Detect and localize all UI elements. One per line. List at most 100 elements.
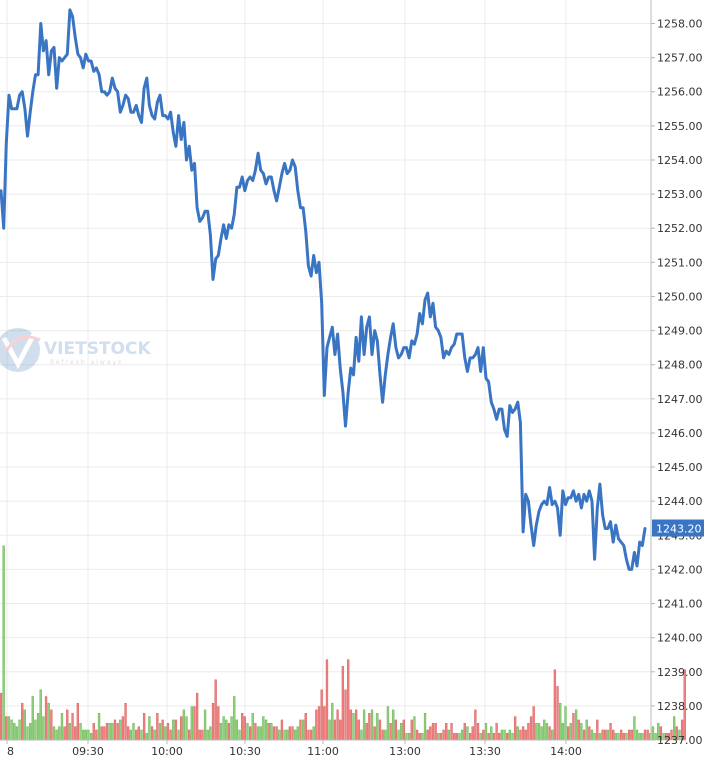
volume-bar	[315, 709, 318, 741]
volume-bar	[21, 702, 24, 741]
volume-bar	[683, 669, 686, 741]
volume-bar	[437, 733, 440, 741]
volume-bar	[598, 733, 602, 741]
volume-bar	[365, 723, 368, 741]
volume-bar	[349, 709, 352, 741]
volume-bar	[180, 716, 183, 741]
volume-bar	[476, 723, 480, 741]
volume-bar	[415, 729, 419, 741]
volume-bar	[630, 729, 633, 741]
price-tick-label: 1239.00	[657, 666, 703, 679]
volume-bar	[283, 729, 286, 741]
volume-bar	[535, 723, 538, 741]
volume-bar	[52, 726, 56, 741]
price-tick-label: 1253.00	[657, 188, 703, 201]
volume-bar	[362, 709, 366, 741]
volume-bar	[378, 719, 382, 741]
volume-bar	[7, 716, 11, 741]
volume-bar	[596, 719, 599, 741]
volume-bar	[58, 726, 61, 741]
volume-bar	[307, 729, 310, 741]
volume-bar	[76, 702, 80, 741]
volume-bar	[453, 733, 456, 741]
volume-bar	[158, 723, 162, 741]
volume-bar	[543, 719, 546, 741]
volume-bar	[659, 726, 663, 741]
volume-bar	[667, 733, 671, 741]
volume-bar	[177, 729, 180, 741]
volume-bar	[259, 726, 262, 741]
volume-bar	[92, 723, 95, 741]
volume-bar	[26, 726, 29, 741]
volume-bar	[201, 729, 204, 741]
last-price-label: 1243.20	[656, 523, 702, 536]
volume-bar	[241, 713, 244, 741]
volume-bar	[421, 733, 424, 741]
volume-bar	[495, 723, 498, 741]
volume-bar	[246, 723, 249, 741]
volume-bar	[529, 716, 533, 741]
volume-bar	[235, 719, 239, 741]
volume-bar	[548, 726, 551, 741]
volume-bar	[643, 729, 647, 741]
volume-bar	[156, 713, 159, 741]
volume-bar	[410, 719, 413, 741]
volume-bar	[384, 729, 387, 741]
volume-bar	[2, 545, 5, 741]
volume-bar	[482, 729, 485, 741]
volume-bar	[460, 729, 464, 741]
volume-bar	[593, 733, 596, 741]
volume-bar	[590, 729, 594, 741]
volume-bar	[498, 733, 501, 741]
volume-bar	[500, 729, 504, 741]
volume-bar	[34, 719, 37, 741]
time-tick-label: 10:00	[151, 745, 183, 758]
volume-bar	[394, 719, 398, 741]
volume-bar	[635, 729, 639, 741]
last-price-badge: 1243.20	[652, 519, 704, 537]
volume-bar	[36, 713, 40, 741]
volume-bar	[74, 726, 77, 741]
volume-bar	[662, 733, 665, 741]
volume-bar	[434, 723, 437, 741]
price-tick-label: 1258.00	[657, 18, 703, 31]
volume-bar	[124, 702, 127, 741]
volume-bar	[423, 713, 427, 741]
volume-bar	[320, 689, 323, 741]
volume-bar	[392, 709, 395, 741]
volume-bar	[458, 733, 461, 741]
volume-bar	[164, 726, 167, 741]
volume-bar	[331, 702, 334, 741]
volume-bar	[566, 726, 570, 741]
volume-bar	[256, 726, 260, 741]
volume-bar	[233, 696, 236, 741]
price-tick-label: 1257.00	[657, 52, 703, 65]
volume-bar	[111, 723, 114, 741]
volume-bar	[503, 729, 506, 741]
volume-bar	[524, 729, 527, 741]
volume-bar	[609, 723, 612, 741]
volume-bar	[651, 726, 655, 741]
volume-bar	[82, 729, 85, 741]
price-tick-label: 1246.00	[657, 427, 703, 440]
volume-bar	[135, 729, 138, 741]
time-tick-label: 13:00	[389, 745, 421, 758]
volume-bar	[354, 709, 358, 741]
volume-bar	[323, 706, 326, 741]
volume-bar	[0, 692, 3, 741]
volume-bar	[405, 733, 408, 741]
volume-bar	[87, 729, 90, 741]
price-tick-label: 1255.00	[657, 120, 703, 133]
volume-bar	[680, 719, 684, 741]
volume-bar	[301, 719, 305, 741]
volume-bar	[463, 723, 466, 741]
volume-bar	[418, 733, 421, 741]
volume-bar	[360, 729, 363, 741]
volume-bar	[455, 733, 458, 741]
volume-bar	[169, 729, 172, 741]
volume-bar	[288, 726, 292, 741]
volume-bar	[10, 719, 13, 741]
volume-bar	[254, 723, 257, 741]
volume-bar	[243, 716, 246, 741]
volume-bar	[508, 729, 511, 741]
